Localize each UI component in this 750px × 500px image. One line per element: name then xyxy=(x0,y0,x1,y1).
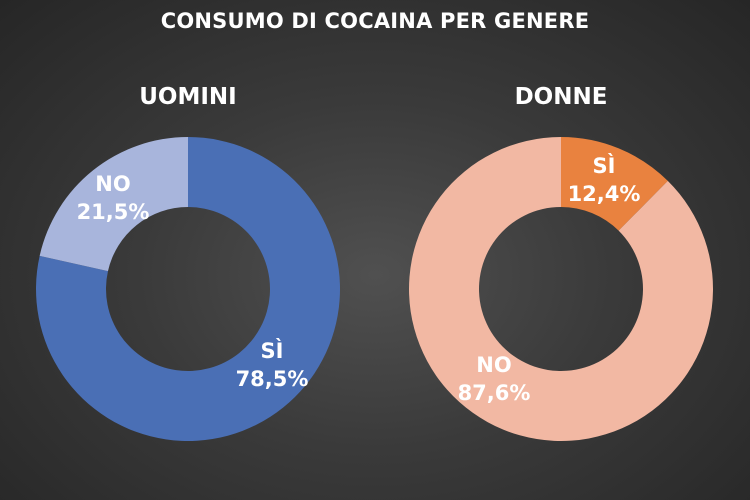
slice-category-label-no: NO xyxy=(95,172,130,196)
chart-subtitle-uomini: UOMINI xyxy=(139,84,236,110)
slice-category-label-si: SÌ xyxy=(261,338,284,363)
chart-title: CONSUMO DI COCAINA PER GENERE xyxy=(160,9,590,33)
slice-value-label-no: 21,5% xyxy=(77,200,150,224)
donut-slice-si xyxy=(35,137,340,442)
donut-chart-donne: DONNE SÌ 12,4% NO 87,6% xyxy=(409,84,713,442)
donut-slice-no xyxy=(39,137,189,272)
slice-value-label-si: 12,4% xyxy=(568,182,641,206)
slice-value-label-si: 78,5% xyxy=(236,367,309,391)
chart-subtitle-donne: DONNE xyxy=(515,84,608,110)
slice-category-label-si: SÌ xyxy=(593,153,616,178)
donut-chart-uomini: UOMINI SÌ 78,5% NO 21,5% xyxy=(35,84,340,442)
slice-category-label-no: NO xyxy=(476,353,511,377)
slice-labels-uomini: SÌ 78,5% NO 21,5% xyxy=(77,172,309,391)
slices-donne xyxy=(409,137,713,442)
slice-value-label-no: 87,6% xyxy=(458,381,531,405)
donut-slice-si xyxy=(561,137,668,231)
slices-uomini xyxy=(35,137,340,442)
donut-slice-no xyxy=(409,137,713,442)
slice-labels-donne: SÌ 12,4% NO 87,6% xyxy=(458,153,641,405)
